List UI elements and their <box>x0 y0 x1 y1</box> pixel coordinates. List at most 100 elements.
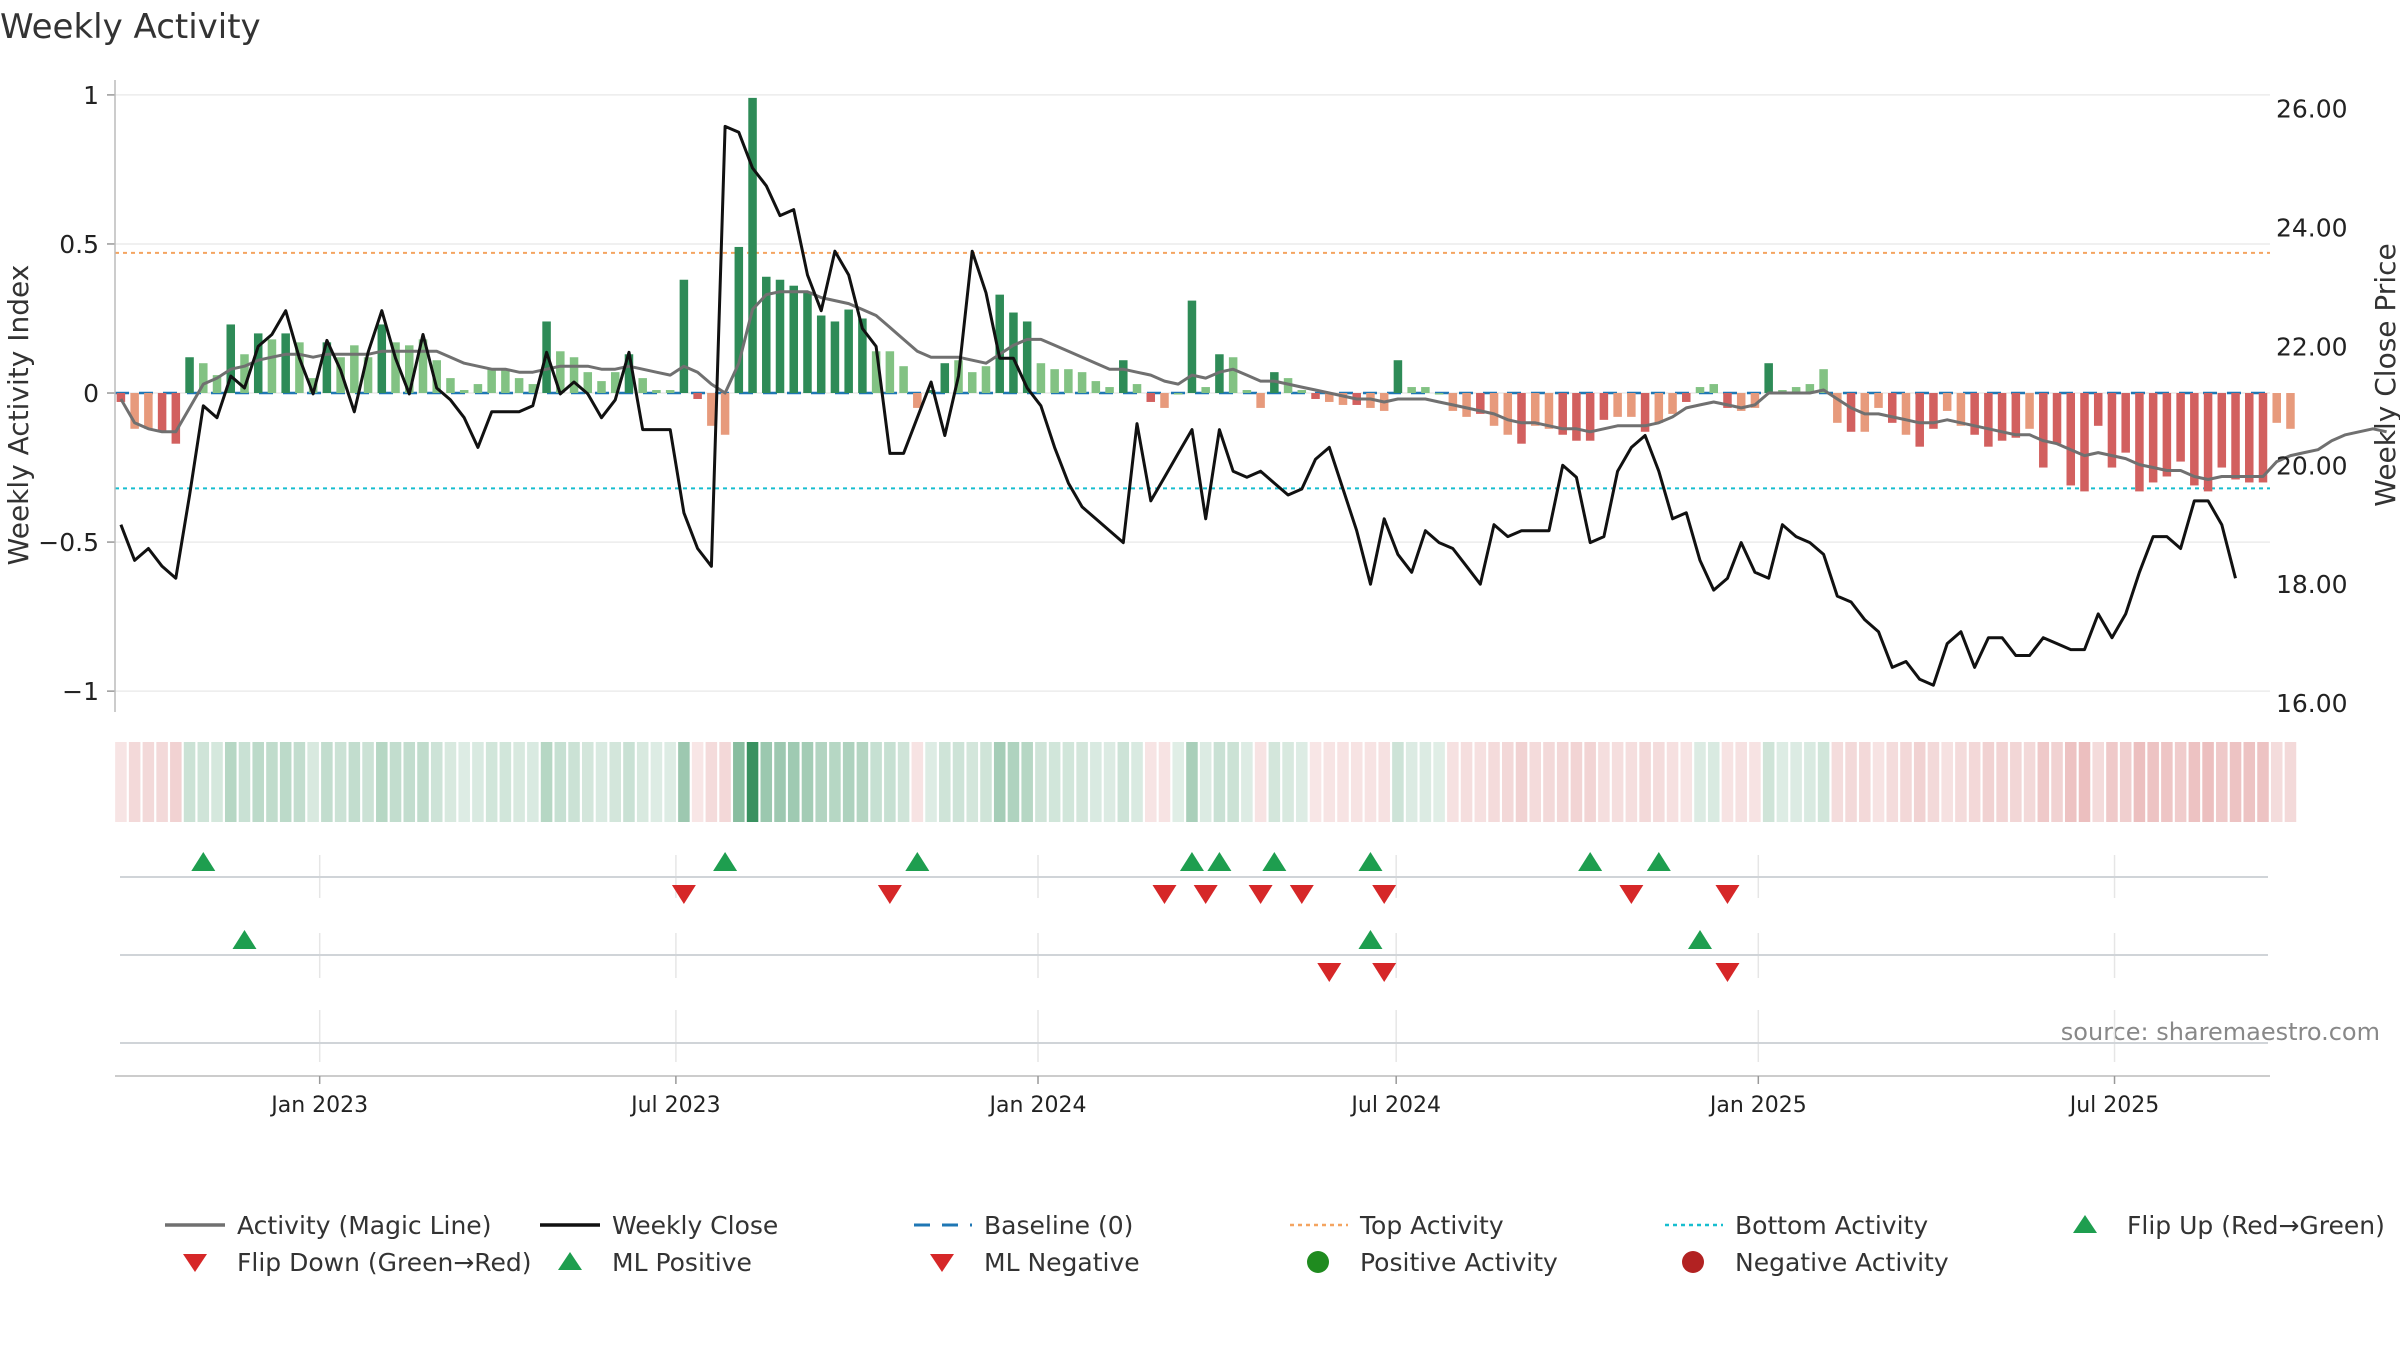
legend-item: Bottom Activity <box>1665 1211 1928 1240</box>
activity-bar <box>1146 393 1156 402</box>
activity-bar <box>2203 393 2213 492</box>
activity-bar <box>171 393 181 444</box>
activity-bar <box>1077 372 1087 394</box>
activity-bar <box>556 351 565 394</box>
activity-bar <box>1173 393 1183 395</box>
activity-bar <box>1984 393 1993 447</box>
heat-cell <box>2243 742 2256 822</box>
heat-cell <box>1721 742 1734 822</box>
activity-bar <box>308 378 318 394</box>
heat-cell <box>2078 742 2091 822</box>
activity-bar <box>1874 393 1883 408</box>
heat-cell <box>458 742 470 822</box>
heat-cell <box>2133 742 2146 822</box>
ml-positive-marker <box>232 930 257 949</box>
heat-cell <box>705 742 718 822</box>
heat-cell <box>197 742 210 822</box>
heat-cell <box>1186 742 1198 822</box>
flip-up-marker <box>1578 852 1603 871</box>
heat-cell <box>815 742 827 822</box>
activity-bar <box>1022 321 1032 394</box>
heat-cell <box>829 742 841 822</box>
heat-cell <box>1776 742 1789 822</box>
activity-bar <box>212 375 222 394</box>
activity-bar <box>1407 387 1416 394</box>
flip-markers <box>120 852 2268 1044</box>
activity-bar <box>1530 393 1540 426</box>
heat-cell <box>183 742 196 822</box>
heat-cell <box>1405 742 1418 822</box>
legend-item: Weekly Close <box>540 1211 778 1240</box>
source-credit: source: sharemaestro.com <box>2061 1018 2380 1046</box>
activity-bar <box>926 390 936 394</box>
activity-bar <box>1682 393 1691 402</box>
activity-bar <box>638 378 647 394</box>
heat-cell <box>1419 742 1432 822</box>
left-tick-label: 0.5 <box>59 230 99 259</box>
heat-cell <box>1350 742 1363 822</box>
legend-symbol <box>930 1254 954 1272</box>
activity-bar <box>1709 384 1719 394</box>
activity-bar <box>1338 393 1348 405</box>
heat-cell <box>170 742 182 822</box>
legend-label: Flip Up (Red→Green) <box>2127 1211 2385 1240</box>
heat-cell <box>1707 742 1720 822</box>
activity-bar <box>1833 393 1842 423</box>
heat-cell <box>2010 742 2022 822</box>
right-tick-label: 24.00 <box>2276 213 2348 242</box>
right-tick-label: 20.00 <box>2276 451 2348 480</box>
activity-bar <box>803 291 812 394</box>
activity-bar <box>2025 393 2034 429</box>
activity-bar <box>762 276 771 394</box>
heat-cell <box>1474 742 1487 822</box>
heat-cell <box>376 742 388 822</box>
heat-cell <box>389 742 402 822</box>
activity-bar <box>1393 360 1403 394</box>
heat-cell <box>760 742 773 822</box>
heat-cell <box>1131 742 1143 822</box>
flip-up-marker <box>1179 852 1204 871</box>
legend-item: ML Negative <box>930 1248 1140 1277</box>
activity-bar <box>1187 300 1197 394</box>
activity-bar <box>377 324 387 394</box>
flip-up-marker <box>1207 852 1232 871</box>
ml-positive-marker <box>1358 930 1383 949</box>
heat-cell <box>417 742 429 822</box>
heat-cell <box>2229 742 2242 822</box>
right-tick-label: 26.00 <box>2276 95 2348 124</box>
activity-bar <box>1668 393 1677 414</box>
legend-item: Baseline (0) <box>914 1211 1133 1240</box>
activity-bar <box>1201 387 1210 394</box>
x-tick-label: Jan 2025 <box>1708 1093 1807 1118</box>
ml-negative-marker <box>1317 963 1342 982</box>
activity-bar <box>871 351 881 394</box>
axes: 1 0.5 0 −0.5 −1 26.00 24.00 22.00 20.00 18.00 16.0… <box>38 80 2348 718</box>
activity-bar <box>1036 363 1046 394</box>
heat-cell <box>1694 742 1706 822</box>
heat-cell <box>1158 742 1171 822</box>
activity-bar <box>1462 393 1471 417</box>
heat-cell <box>1831 742 1844 822</box>
heat-cell <box>252 742 264 822</box>
heat-cell <box>115 742 127 822</box>
activity-bar <box>1887 393 1897 423</box>
heat-cell <box>1172 742 1184 822</box>
activity-bar <box>1750 393 1760 408</box>
heat-cell <box>2051 742 2063 822</box>
activity-bar <box>789 285 798 394</box>
heat-cell <box>527 742 539 822</box>
heat-cell <box>842 742 855 822</box>
legend-symbol <box>2073 1215 2097 1233</box>
legend-item: Top Activity <box>1290 1211 1504 1240</box>
left-axis-label: Weekly Activity Index <box>2 265 35 566</box>
activity-bar <box>1105 387 1114 394</box>
activity-bar <box>1517 393 1526 444</box>
activity-bar <box>1819 369 1828 394</box>
heat-cell <box>733 742 745 822</box>
heat-cell <box>1859 742 1871 822</box>
activity-bar <box>116 393 126 402</box>
activity-bar <box>1613 393 1622 417</box>
left-tick-label: −0.5 <box>38 528 99 557</box>
activity-bar <box>1764 363 1773 394</box>
heat-cell <box>1021 742 1033 822</box>
